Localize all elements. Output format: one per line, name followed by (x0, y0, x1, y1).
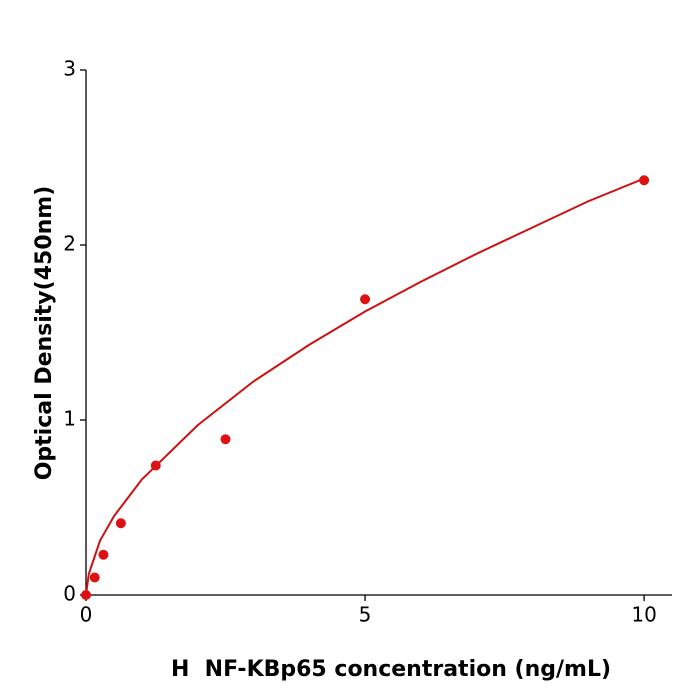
data-point (89, 572, 100, 583)
data-point (150, 460, 161, 471)
y-tick-label: 0 (63, 582, 76, 606)
y-axis-title: Optical Density(450nm) (32, 186, 57, 481)
y-tick-label: 3 (63, 57, 76, 81)
data-point (81, 590, 91, 600)
x-tick-label: 0 (80, 603, 93, 627)
x-tick-label: 10 (631, 603, 656, 627)
fit-curve (85, 177, 645, 596)
y-tick-label: 2 (63, 232, 76, 256)
y-tick-label: 1 (63, 407, 76, 431)
data-point (360, 294, 371, 305)
data-point (115, 518, 126, 529)
data-point (220, 434, 231, 445)
data-point (98, 549, 109, 560)
x-axis-title: H NF-KBp65 concentration (ng/mL) (171, 657, 611, 682)
x-tick-label: 5 (359, 603, 372, 627)
data-point (639, 175, 650, 186)
